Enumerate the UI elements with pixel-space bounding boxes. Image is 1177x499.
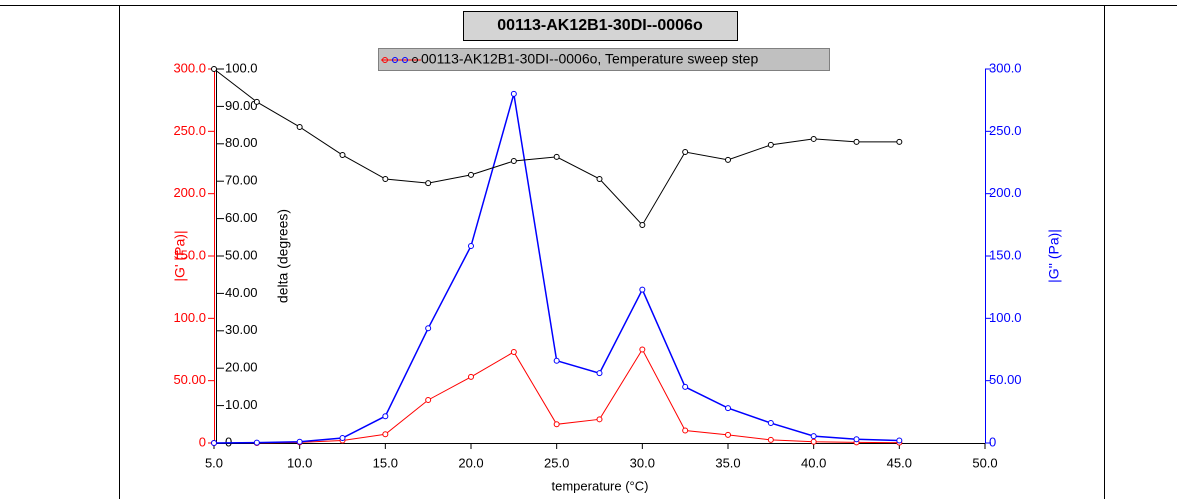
y2-tick-label: 100.0 bbox=[989, 310, 1022, 325]
x-tick-label: 45.0 bbox=[887, 455, 912, 470]
point bbox=[639, 221, 646, 228]
legend-marker bbox=[412, 57, 418, 63]
point bbox=[382, 175, 389, 182]
point bbox=[682, 383, 689, 390]
y3-tick-label: 20.00 bbox=[225, 360, 258, 375]
legend-marker bbox=[382, 57, 388, 63]
y3-axis-label: delta (degrees) bbox=[275, 209, 291, 303]
title-box bbox=[463, 11, 738, 41]
legend-label: 00113-AK12B1-30DI--0006o, Temperature sw… bbox=[421, 51, 758, 67]
point bbox=[510, 158, 517, 165]
y2-axis-label: |G'' (Pa)| bbox=[1046, 229, 1062, 283]
point bbox=[725, 156, 731, 163]
x-axis-label: temperature (°C) bbox=[552, 478, 649, 493]
y3-tick-label: 100.0 bbox=[225, 60, 258, 75]
point bbox=[296, 123, 303, 130]
y3-tick-label: 40.00 bbox=[225, 285, 258, 300]
point bbox=[639, 346, 646, 353]
point bbox=[639, 286, 646, 293]
y2-tick-label: 50.00 bbox=[989, 372, 1022, 387]
y2-tick-label: 200.0 bbox=[989, 185, 1022, 200]
point bbox=[596, 370, 603, 377]
point bbox=[596, 175, 603, 182]
point bbox=[339, 435, 346, 442]
y3-tick-label: 70.00 bbox=[225, 173, 258, 188]
point bbox=[853, 138, 860, 145]
series-line bbox=[213, 68, 900, 226]
x-tick-label: 25.0 bbox=[544, 455, 569, 470]
point bbox=[896, 437, 903, 444]
x-tick-label: 40.0 bbox=[801, 455, 826, 470]
y2-tick-label: 150.0 bbox=[989, 247, 1022, 262]
point bbox=[425, 396, 432, 403]
point bbox=[810, 135, 817, 142]
point bbox=[211, 440, 217, 446]
point bbox=[510, 90, 517, 97]
point bbox=[810, 433, 817, 440]
y-tick-label: 200.0 bbox=[173, 185, 206, 200]
point bbox=[810, 438, 817, 445]
y-tick-label: 0 bbox=[199, 434, 206, 449]
point bbox=[468, 373, 474, 380]
legend-box bbox=[378, 48, 830, 71]
x-tick-label: 50.0 bbox=[972, 455, 997, 470]
point bbox=[767, 420, 774, 427]
point bbox=[725, 431, 731, 438]
point bbox=[339, 152, 346, 159]
legend-markers bbox=[381, 57, 421, 63]
y-tick-label: 100.0 bbox=[173, 310, 206, 325]
y-tick-label: 50.00 bbox=[173, 372, 206, 387]
x-tick-label: 20.0 bbox=[458, 455, 483, 470]
point bbox=[510, 348, 517, 355]
chart-title: 00113-AK12B1-30DI--0006o bbox=[497, 17, 703, 34]
point bbox=[253, 439, 260, 446]
point bbox=[211, 66, 217, 72]
y3-tick-label: 60.00 bbox=[225, 210, 258, 225]
point bbox=[596, 416, 603, 423]
x-tick-label: 10.0 bbox=[287, 455, 312, 470]
point bbox=[382, 431, 389, 438]
y3-tick-label: 10.00 bbox=[225, 397, 258, 412]
point bbox=[767, 141, 774, 148]
point bbox=[682, 149, 689, 156]
point bbox=[896, 138, 903, 145]
y2-tick-label: 300.0 bbox=[989, 60, 1022, 75]
point bbox=[296, 438, 303, 445]
point bbox=[682, 427, 689, 434]
x-tick-label: 15.0 bbox=[373, 455, 398, 470]
point bbox=[253, 98, 260, 105]
x-tick-label: 30.0 bbox=[630, 455, 655, 470]
y-axis-label: |G' (Pa)| bbox=[172, 230, 188, 281]
point bbox=[725, 405, 731, 412]
point bbox=[553, 153, 560, 160]
y3-tick-label: 30.00 bbox=[225, 322, 258, 337]
point bbox=[425, 180, 432, 187]
y3-tick-label: 50.00 bbox=[225, 247, 258, 262]
series-line bbox=[213, 93, 900, 444]
legend-marker bbox=[392, 57, 398, 63]
x-tick-label: 5.0 bbox=[205, 455, 223, 470]
y2-tick-label: 250.0 bbox=[989, 123, 1022, 138]
point bbox=[553, 421, 560, 428]
y-tick-label: 300.0 bbox=[173, 60, 206, 75]
y-tick-label: 150.0 bbox=[173, 247, 206, 262]
legend-marker bbox=[402, 57, 408, 63]
y3-tick-label: 0 bbox=[225, 434, 232, 449]
point bbox=[853, 436, 860, 443]
point bbox=[553, 357, 560, 364]
y3-tick-label: 80.00 bbox=[225, 135, 258, 150]
point bbox=[767, 436, 774, 443]
point bbox=[382, 413, 389, 420]
y-tick-label: 250.0 bbox=[173, 123, 206, 138]
y3-tick-label: 90.00 bbox=[225, 98, 258, 113]
x-tick-label: 35.0 bbox=[715, 455, 740, 470]
point bbox=[425, 325, 432, 332]
y2-tick-label: 0 bbox=[989, 434, 996, 449]
point bbox=[468, 171, 474, 178]
point bbox=[468, 243, 474, 250]
